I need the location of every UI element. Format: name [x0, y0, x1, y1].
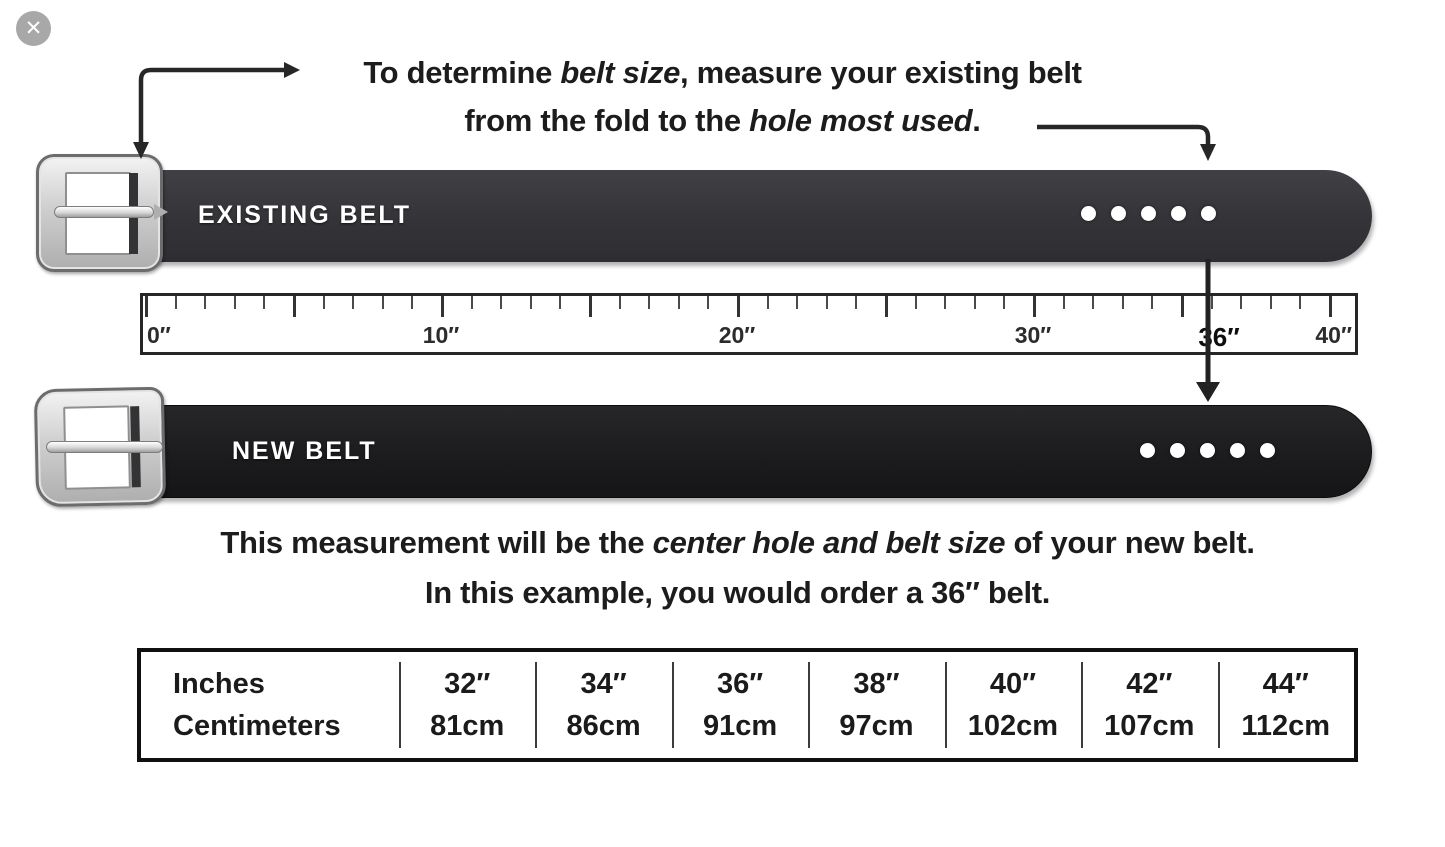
- new-belt-hole: [1170, 443, 1185, 458]
- new-belt-center-hole: [1200, 443, 1215, 458]
- ruler-tick: [529, 296, 532, 309]
- ruler-tick: [796, 296, 799, 309]
- ruler-tick: [618, 296, 621, 309]
- close-button[interactable]: ✕: [16, 11, 51, 46]
- ruler-tick: [1210, 296, 1213, 309]
- ruler-tick: [707, 296, 710, 309]
- table-column-40: 40″ 102cm: [944, 652, 1081, 758]
- table-column-42: 42″ 107cm: [1081, 652, 1217, 758]
- table-column-32: 32″ 81cm: [399, 652, 535, 758]
- ruler-label-0: 0″: [147, 322, 171, 348]
- existing-buckle-prong: [54, 204, 168, 220]
- ruler-tick: [1329, 296, 1332, 317]
- size-conversion-table: Inches Centimeters 32″ 81cm 34″ 86cm 36″…: [137, 648, 1358, 762]
- ruler-tick: [1062, 296, 1065, 309]
- ruler-tick: [1240, 296, 1243, 309]
- ruler-tick: [411, 296, 414, 309]
- ruler-tick: [589, 296, 592, 317]
- ruler-label-20: 20″: [718, 322, 756, 348]
- ruler-label-30: 30″: [1014, 322, 1052, 348]
- existing-belt-hole: [1171, 206, 1186, 221]
- ruler-tick: [1181, 296, 1184, 317]
- ruler-tick: [766, 296, 769, 309]
- existing-belt-strap: [122, 170, 1372, 262]
- ruler-label-10: 10″: [422, 322, 460, 348]
- ruler-tick: [204, 296, 207, 309]
- ruler-tick: [381, 296, 384, 309]
- new-belt-hole: [1140, 443, 1155, 458]
- instruction-line-1: To determine belt size, measure your exi…: [363, 55, 1082, 90]
- ruler-tick: [825, 296, 828, 309]
- table-column-34: 34″ 86cm: [535, 652, 671, 758]
- existing-belt-hole-most-used: [1201, 206, 1216, 221]
- ruler-tick: [470, 296, 473, 309]
- new-belt-strap: [130, 405, 1372, 498]
- ruler-tick: [559, 296, 562, 309]
- ruler-tick: [973, 296, 976, 309]
- ruler-tick: [1299, 296, 1302, 309]
- ruler-tick: [174, 296, 177, 309]
- result-line-1: This measurement will be the center hole…: [220, 525, 1255, 560]
- ruler-tick: [885, 296, 888, 317]
- ruler-tick: [1092, 296, 1095, 309]
- result-text: This measurement will be the center hole…: [30, 518, 1445, 618]
- existing-belt-hole: [1141, 206, 1156, 221]
- ruler-tick: [233, 296, 236, 309]
- table-header-column: Inches Centimeters: [141, 652, 399, 758]
- instruction-line-2: from the fold to the hole most used.: [464, 103, 981, 138]
- existing-belt-hole: [1081, 206, 1096, 221]
- ruler-tick: [1003, 296, 1006, 309]
- ruler-tick: [1033, 296, 1036, 317]
- row-header-centimeters: Centimeters: [173, 710, 341, 742]
- ruler-tick: [263, 296, 266, 309]
- new-buckle-prong: [46, 441, 163, 453]
- ruler-tick: [677, 296, 680, 309]
- ruler-tick: [855, 296, 858, 309]
- existing-belt-label: EXISTING BELT: [198, 201, 412, 229]
- ruler-tick: [145, 296, 148, 317]
- ruler-label-36: 36″: [1198, 322, 1240, 352]
- ruler-tick: [441, 296, 444, 317]
- ruler-tick: [293, 296, 296, 317]
- ruler-tick: [322, 296, 325, 309]
- ruler-tick: [944, 296, 947, 309]
- table-column-44: 44″ 112cm: [1217, 652, 1354, 758]
- new-belt-label: NEW BELT: [232, 437, 377, 465]
- ruler-tick: [352, 296, 355, 309]
- ruler-tick: [500, 296, 503, 309]
- ruler-label-40: 40″: [1315, 322, 1352, 348]
- new-belt-hole: [1260, 443, 1275, 458]
- table-column-38: 38″ 97cm: [808, 652, 944, 758]
- ruler-tick: [914, 296, 917, 309]
- close-icon: ✕: [24, 17, 43, 40]
- existing-belt-hole: [1111, 206, 1126, 221]
- ruler-tick: [737, 296, 740, 317]
- ruler-tick: [648, 296, 651, 309]
- ruler-tick: [1151, 296, 1154, 309]
- ruler-tick: [1269, 296, 1272, 309]
- instruction-text: To determine belt size, measure your exi…: [0, 49, 1445, 145]
- table-column-36: 36″ 91cm: [671, 652, 808, 758]
- ruler-tick: [1121, 296, 1124, 309]
- new-belt-hole: [1230, 443, 1245, 458]
- row-header-inches: Inches: [173, 668, 265, 700]
- result-line-2: In this example, you would order a 36″ b…: [424, 575, 1051, 610]
- ruler: 0″ 10″ 20″ 30″ 36″ 40″: [140, 293, 1358, 355]
